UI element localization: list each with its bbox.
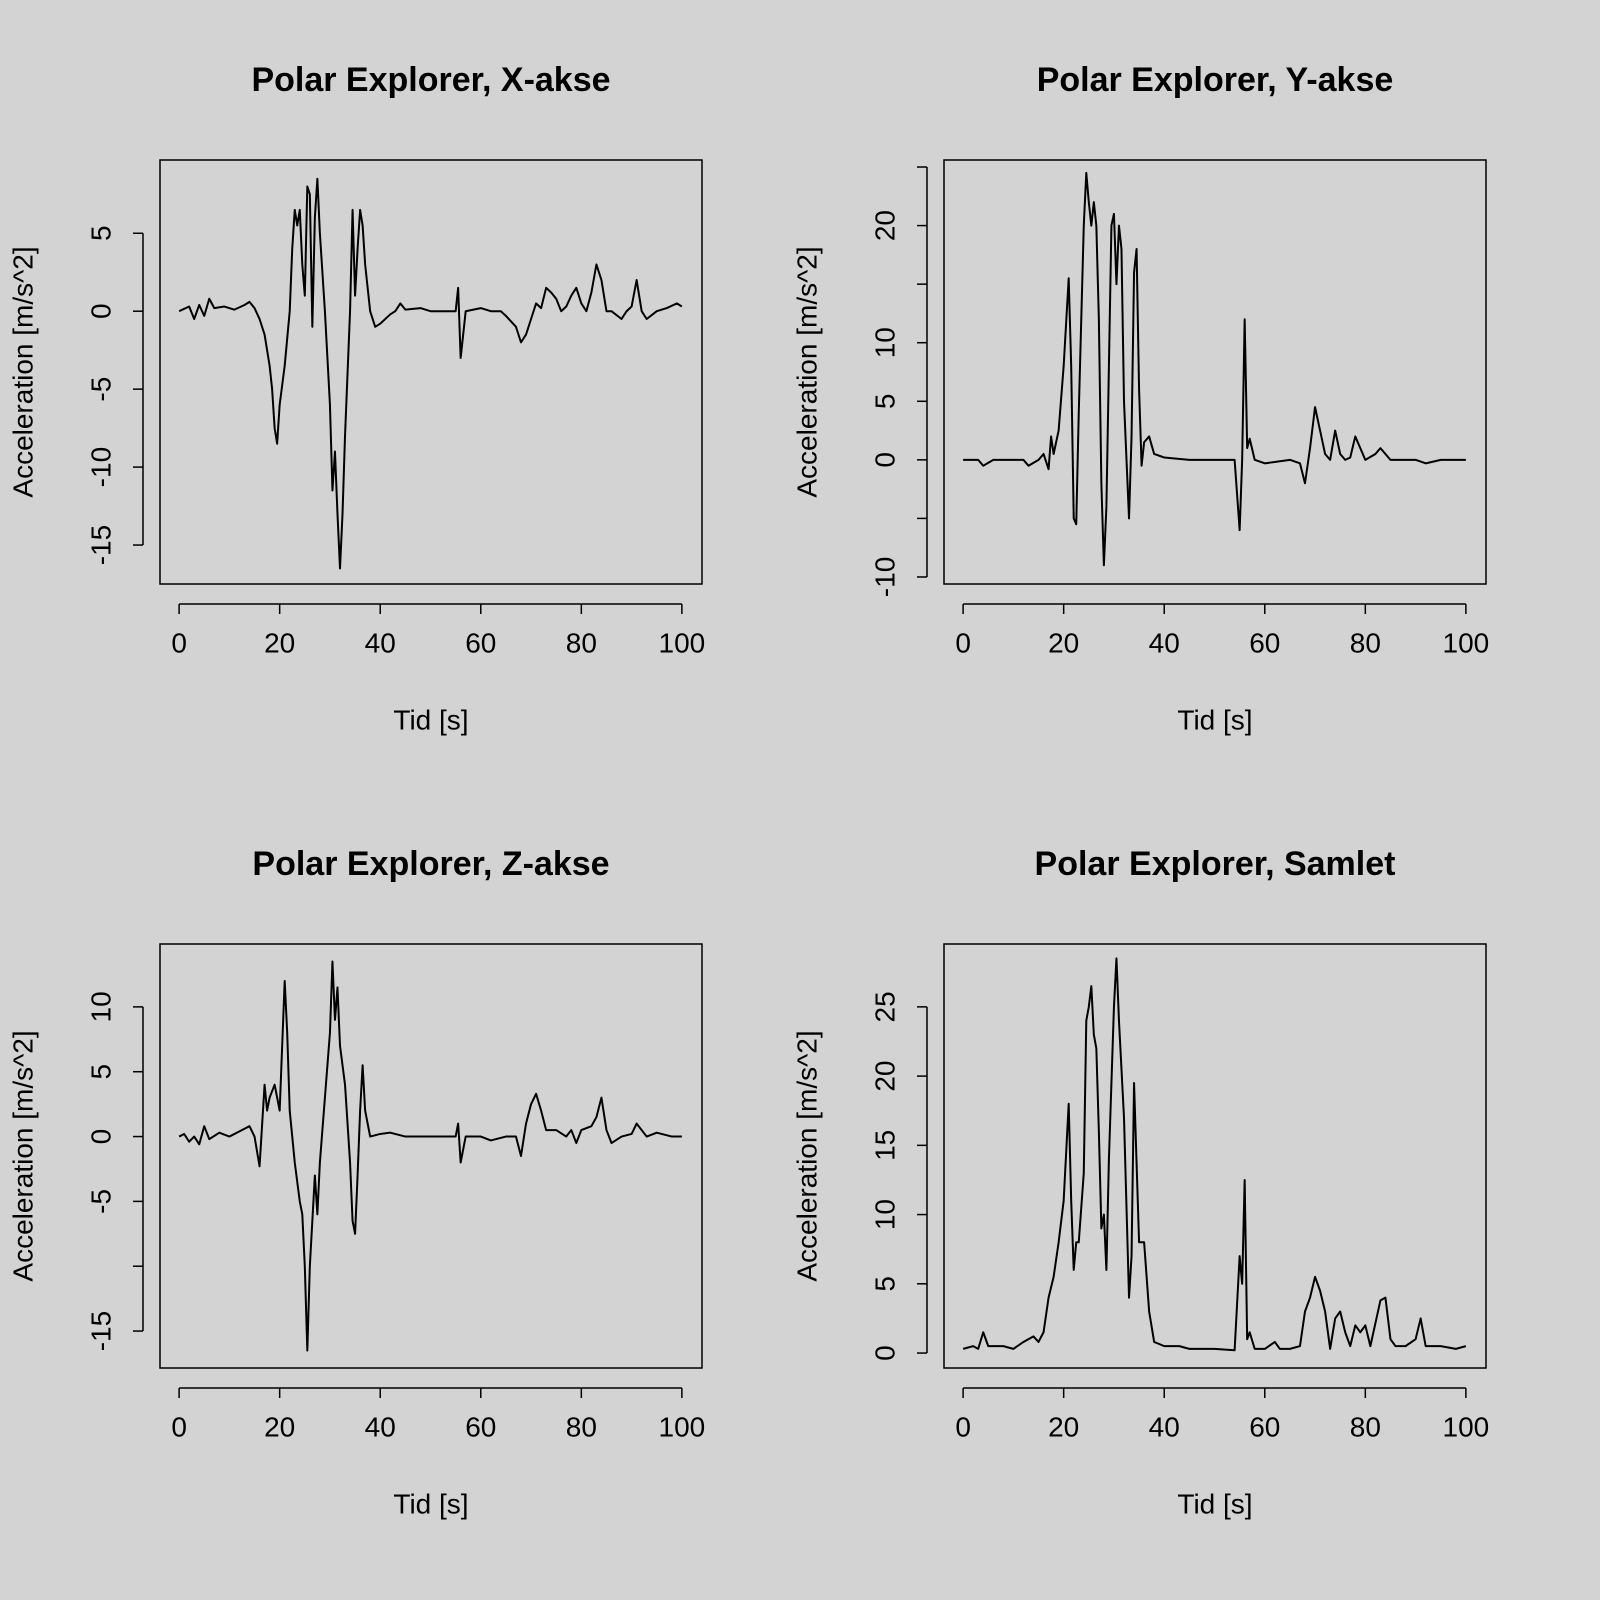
y-tick-label: 5 [85, 225, 116, 241]
x-axis-label: Tid [s] [393, 1488, 468, 1519]
x-tick-label: 40 [365, 627, 396, 658]
x-tick-label: 20 [1048, 1411, 1079, 1442]
y-tick-label: 10 [85, 991, 116, 1022]
y-tick-label: -5 [85, 1189, 116, 1214]
x-tick-label: 60 [1249, 1411, 1280, 1442]
x-tick-label: 80 [1350, 627, 1381, 658]
plot-box [159, 159, 703, 585]
x-tick-label: 80 [566, 627, 597, 658]
y-axis-label: Acceleration [m/s^2] [7, 246, 38, 497]
y-tick-label: 0 [869, 1345, 900, 1361]
y-tick-label: 5 [869, 1276, 900, 1292]
x-tick-label: 60 [465, 1411, 496, 1442]
y-tick-label: 5 [85, 1064, 116, 1080]
plot-box [943, 943, 1487, 1369]
chart-title: Polar Explorer, X-akse [251, 61, 610, 99]
x-tick-label: 60 [465, 627, 496, 658]
x-tick-label: 20 [1048, 627, 1079, 658]
y-tick-label: -5 [85, 377, 116, 402]
y-tick-label: 0 [869, 452, 900, 468]
y-tick-label: 25 [869, 991, 900, 1022]
x-tick-label: 0 [171, 1411, 187, 1442]
x-tick-label: 40 [1149, 627, 1180, 658]
x-tick-label: 0 [171, 627, 187, 658]
y-tick-label: 15 [869, 1130, 900, 1161]
x-tick-label: 40 [1149, 1411, 1180, 1442]
x-tick-label: 20 [264, 627, 295, 658]
x-tick-label: 80 [1350, 1411, 1381, 1442]
y-tick-label: -10 [869, 557, 900, 597]
x-tick-label: 100 [659, 1411, 706, 1442]
y-tick-label: 0 [85, 1129, 116, 1145]
x-axis-label: Tid [s] [1177, 1488, 1252, 1519]
y-tick-label: -15 [85, 1311, 116, 1351]
y-tick-label: 5 [869, 393, 900, 409]
y-axis-label: Acceleration [m/s^2] [791, 246, 822, 497]
x-tick-label: 100 [1443, 627, 1490, 658]
y-tick-label: 10 [869, 1199, 900, 1230]
x-tick-label: 20 [264, 1411, 295, 1442]
chart-title: Polar Explorer, Samlet [1035, 845, 1396, 883]
y-tick-label: -15 [85, 525, 116, 565]
x-axis-label: Tid [s] [393, 704, 468, 735]
x-tick-label: 60 [1249, 627, 1280, 658]
y-tick-label: 20 [869, 1061, 900, 1092]
plot-box [159, 943, 703, 1369]
y-tick-label: 10 [869, 327, 900, 358]
plot-box [943, 159, 1487, 585]
y-tick-label: 0 [85, 303, 116, 319]
y-axis-label: Acceleration [m/s^2] [791, 1030, 822, 1281]
x-tick-label: 0 [955, 1411, 971, 1442]
data-line [178, 177, 683, 570]
y-axis-label: Acceleration [m/s^2] [7, 1030, 38, 1281]
chart-title: Polar Explorer, Z-akse [252, 845, 609, 883]
x-tick-label: 40 [365, 1411, 396, 1442]
y-tick-label: 20 [869, 210, 900, 241]
y-tick-label: -10 [85, 447, 116, 487]
x-tick-label: 100 [1443, 1411, 1490, 1442]
x-axis-label: Tid [s] [1177, 704, 1252, 735]
data-line [962, 957, 1467, 1352]
data-line [963, 171, 1466, 567]
x-tick-label: 80 [566, 1411, 597, 1442]
chart-title: Polar Explorer, Y-akse [1037, 61, 1394, 99]
x-tick-label: 100 [659, 627, 706, 658]
data-line [178, 960, 682, 1352]
x-tick-label: 0 [955, 627, 971, 658]
